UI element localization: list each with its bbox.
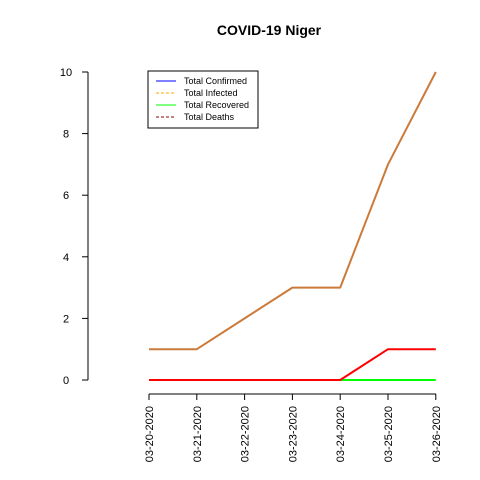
x-tick-label: 03-25-2020 xyxy=(383,406,395,462)
legend-label: Total Infected xyxy=(184,88,238,98)
x-tick-label: 03-23-2020 xyxy=(287,406,299,462)
legend-label: Total Recovered xyxy=(184,100,249,110)
legend: Total Confirmed Total Infected Total Recov… xyxy=(147,70,259,129)
x-tick-label: 03-24-2020 xyxy=(335,406,347,462)
series-line-total-confirmed xyxy=(149,71,437,351)
y-tick-label: 10 xyxy=(60,67,72,79)
y-tick-label: 0 xyxy=(63,375,69,387)
legend-label: Total Confirmed xyxy=(184,76,247,86)
series-line-total-deaths xyxy=(149,348,436,381)
legend-label: Total Deaths xyxy=(184,112,235,122)
chart-title: COVID-19 Niger xyxy=(217,22,322,38)
y-tick-label: 8 xyxy=(63,129,69,141)
x-tick-label: 03-26-2020 xyxy=(431,406,443,462)
x-tick-label: 03-22-2020 xyxy=(240,406,252,462)
plot-lines xyxy=(149,71,437,381)
y-tick-label: 4 xyxy=(63,252,69,264)
y-tick-label: 6 xyxy=(63,190,69,202)
x-tick-label: 03-21-2020 xyxy=(192,406,204,462)
x-axis-ticks: 03-20-2020 03-21-2020 03-22-2020 03-23-2020… xyxy=(144,394,443,462)
y-tick-label: 2 xyxy=(63,313,69,325)
x-tick-label: 03-20-2020 xyxy=(144,406,156,462)
y-axis-ticks: 0 2 4 6 8 10 xyxy=(60,67,88,387)
